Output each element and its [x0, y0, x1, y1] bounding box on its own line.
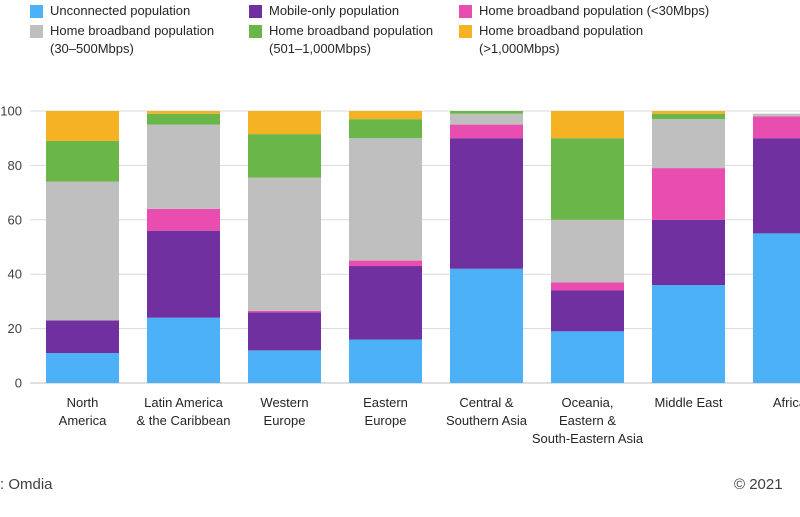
x-tick-label: Middle East [655, 395, 723, 410]
bar-segment [753, 138, 800, 234]
bar-segment [46, 320, 119, 354]
legend-swatch [249, 25, 262, 38]
bar-segment [147, 111, 220, 114]
bar-segment [46, 140, 119, 182]
bar-segment [147, 317, 220, 383]
bar-segment [147, 208, 220, 231]
x-tick-label: South-Eastern Asia [532, 431, 644, 446]
bar-segment [248, 111, 321, 135]
bar-segment [551, 219, 624, 283]
legend-label: Home broadband population (<30Mbps) [479, 3, 710, 18]
y-tick-label: 40 [8, 267, 22, 282]
legend-label: Mobile-only population [269, 3, 400, 18]
bar-segment [46, 111, 119, 141]
x-tick-label: Europe [365, 413, 407, 428]
legend-swatch [459, 25, 472, 38]
x-tick-label: & the Caribbean [137, 413, 231, 428]
bar-segment [147, 124, 220, 209]
y-tick-label: 60 [8, 212, 22, 227]
bar-segment [652, 111, 725, 114]
y-tick-label: 100 [0, 104, 22, 119]
bar-segment [652, 168, 725, 220]
bar-segment [349, 339, 422, 383]
bar-segment [753, 113, 800, 117]
bar-segment [753, 233, 800, 383]
bar-segment [349, 119, 422, 139]
y-tick-label: 0 [15, 376, 22, 391]
bar-segment [248, 177, 321, 311]
bar-segment [753, 116, 800, 139]
x-tick-label: Eastern & [559, 413, 616, 428]
bar-segment [551, 331, 624, 383]
bar-segment [450, 138, 523, 269]
bar-segment [46, 353, 119, 383]
x-tick-label: America [59, 413, 107, 428]
bar-segment [349, 260, 422, 267]
legend-label: (501–1,000Mbps) [269, 41, 371, 56]
bar-segment [450, 124, 523, 139]
x-tick-label: Latin America [144, 395, 224, 410]
legend-swatch [459, 5, 472, 18]
x-tick-label: Eastern [363, 395, 408, 410]
bar-segment [248, 134, 321, 178]
bar-segment [248, 350, 321, 383]
bar-segment [652, 119, 725, 169]
legend-label: Home broadband population [50, 23, 215, 38]
bar-segment [349, 111, 422, 120]
bar-segment [349, 266, 422, 340]
legend-label: Home broadband population [479, 23, 644, 38]
bar-segment [450, 113, 523, 125]
chart-legend: Unconnected population Mobile-only popula… [0, 0, 800, 90]
bar-segment [450, 268, 523, 383]
x-tick-label: North [67, 395, 99, 410]
bar-segment [248, 312, 321, 351]
y-tick-label: 20 [8, 321, 22, 336]
source-note: : Omdia [0, 476, 53, 493]
bar-segment [551, 290, 624, 332]
bar-segment [652, 113, 725, 120]
copyright-note: © 2021 [734, 476, 783, 493]
legend-swatch [30, 5, 43, 18]
legend-label: Unconnected population [50, 3, 191, 18]
x-tick-label: Southern Asia [446, 413, 528, 428]
legend-label: (>1,000Mbps) [479, 41, 560, 56]
legend-label: Home broadband population [269, 23, 434, 38]
bar-segment [551, 138, 624, 220]
bar-segment [450, 111, 523, 114]
x-tick-label: Western [260, 395, 308, 410]
x-tick-label: Europe [264, 413, 306, 428]
bar-segment [551, 111, 624, 139]
bar-segment [652, 285, 725, 383]
y-tick-label: 80 [8, 158, 22, 173]
x-tick-label: Africa [773, 395, 800, 410]
legend-swatch [249, 5, 262, 18]
bar-segment [551, 282, 624, 291]
bar-segment [147, 113, 220, 125]
bar-segment [46, 181, 119, 321]
x-tick-label: Central & [459, 395, 514, 410]
bar-segment [652, 219, 725, 286]
x-tick-label: Oceania, [561, 395, 613, 410]
legend-label: (30–500Mbps) [50, 41, 134, 56]
bar-segment [248, 310, 321, 313]
bar-segment [349, 138, 422, 261]
legend-swatch [30, 25, 43, 38]
stacked-bar-chart: 0 20 40 60 80 100 North America Latin America & t… [0, 104, 800, 446]
bar-segment [147, 230, 220, 318]
